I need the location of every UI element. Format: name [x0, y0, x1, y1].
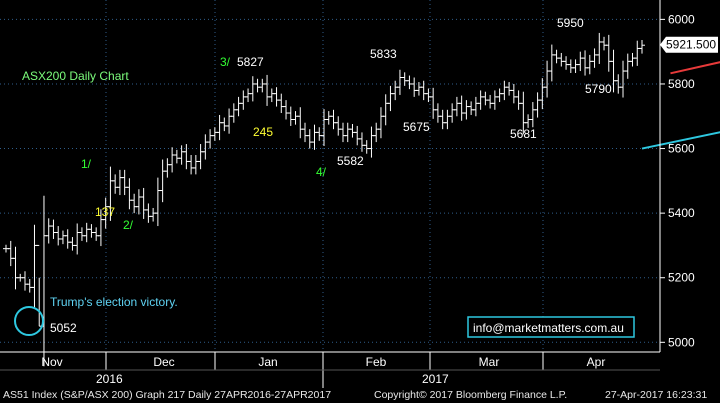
- price-bar: [639, 40, 645, 54]
- y-tick-label: 6000: [668, 12, 695, 26]
- label-5681: 5681: [510, 127, 537, 141]
- label-5833: 5833: [370, 47, 397, 61]
- footer-info: AS51 Index (S&P/ASX 200) Graph 217 Daily…: [3, 389, 331, 401]
- election-circle-marker: [14, 306, 44, 336]
- last-price-box: [660, 36, 718, 53]
- y-tick-label: 5800: [668, 77, 695, 91]
- month-label: Nov: [41, 355, 62, 369]
- wave-2-label: 2/: [123, 218, 134, 232]
- month-label: Jan: [258, 355, 277, 369]
- label-137: 137: [95, 205, 115, 219]
- label-5950: 5950: [557, 16, 584, 30]
- label-5790: 5790: [585, 82, 612, 96]
- label-5582: 5582: [337, 154, 364, 168]
- trendline: [641, 131, 720, 150]
- month-label: Feb: [366, 355, 387, 369]
- month-label: Mar: [479, 355, 500, 369]
- label-5827: 5827: [237, 55, 264, 69]
- trump-annotation: Trump's election victory.: [50, 295, 178, 309]
- grid-lines: [0, 0, 660, 352]
- wave-3-label: 3/: [220, 55, 231, 69]
- wave-1-label: 1/: [81, 157, 92, 171]
- last-price-label: 5921.500: [666, 38, 716, 52]
- y-tick-label: 5200: [668, 271, 695, 285]
- y-tick-label: 5000: [668, 335, 695, 349]
- footer-timestamp: 27-Apr-2017 16:23:31: [605, 389, 707, 401]
- year-2016-label: 2016: [96, 372, 123, 386]
- watermark-box: [467, 316, 635, 338]
- last-price-tag: 5921.500: [660, 36, 718, 53]
- y-tick-label: 5600: [668, 142, 695, 156]
- price-bars: [3, 32, 645, 367]
- year-2017-label: 2017: [422, 372, 449, 386]
- footer-copyright: Copyright© 2017 Bloomberg Finance L.P.: [374, 389, 567, 401]
- chart-title: ASX200 Daily Chart: [22, 69, 129, 83]
- y-axis-ticks: 5000 5200 5400 5600 5800 6000: [660, 12, 695, 349]
- label-245: 245: [253, 125, 273, 139]
- month-label: Apr: [587, 355, 606, 369]
- month-label: Dec: [153, 355, 174, 369]
- x-axis-months: Nov Dec Jan Feb Mar Apr: [41, 352, 605, 388]
- wave-4-label: 4/: [316, 165, 327, 179]
- y-tick-label: 5400: [668, 206, 695, 220]
- label-5675: 5675: [403, 120, 430, 134]
- trendlines: [641, 61, 720, 150]
- label-5052: 5052: [50, 321, 77, 335]
- trendline: [670, 61, 720, 75]
- watermark-text: info@marketmatters.com.au: [473, 321, 624, 335]
